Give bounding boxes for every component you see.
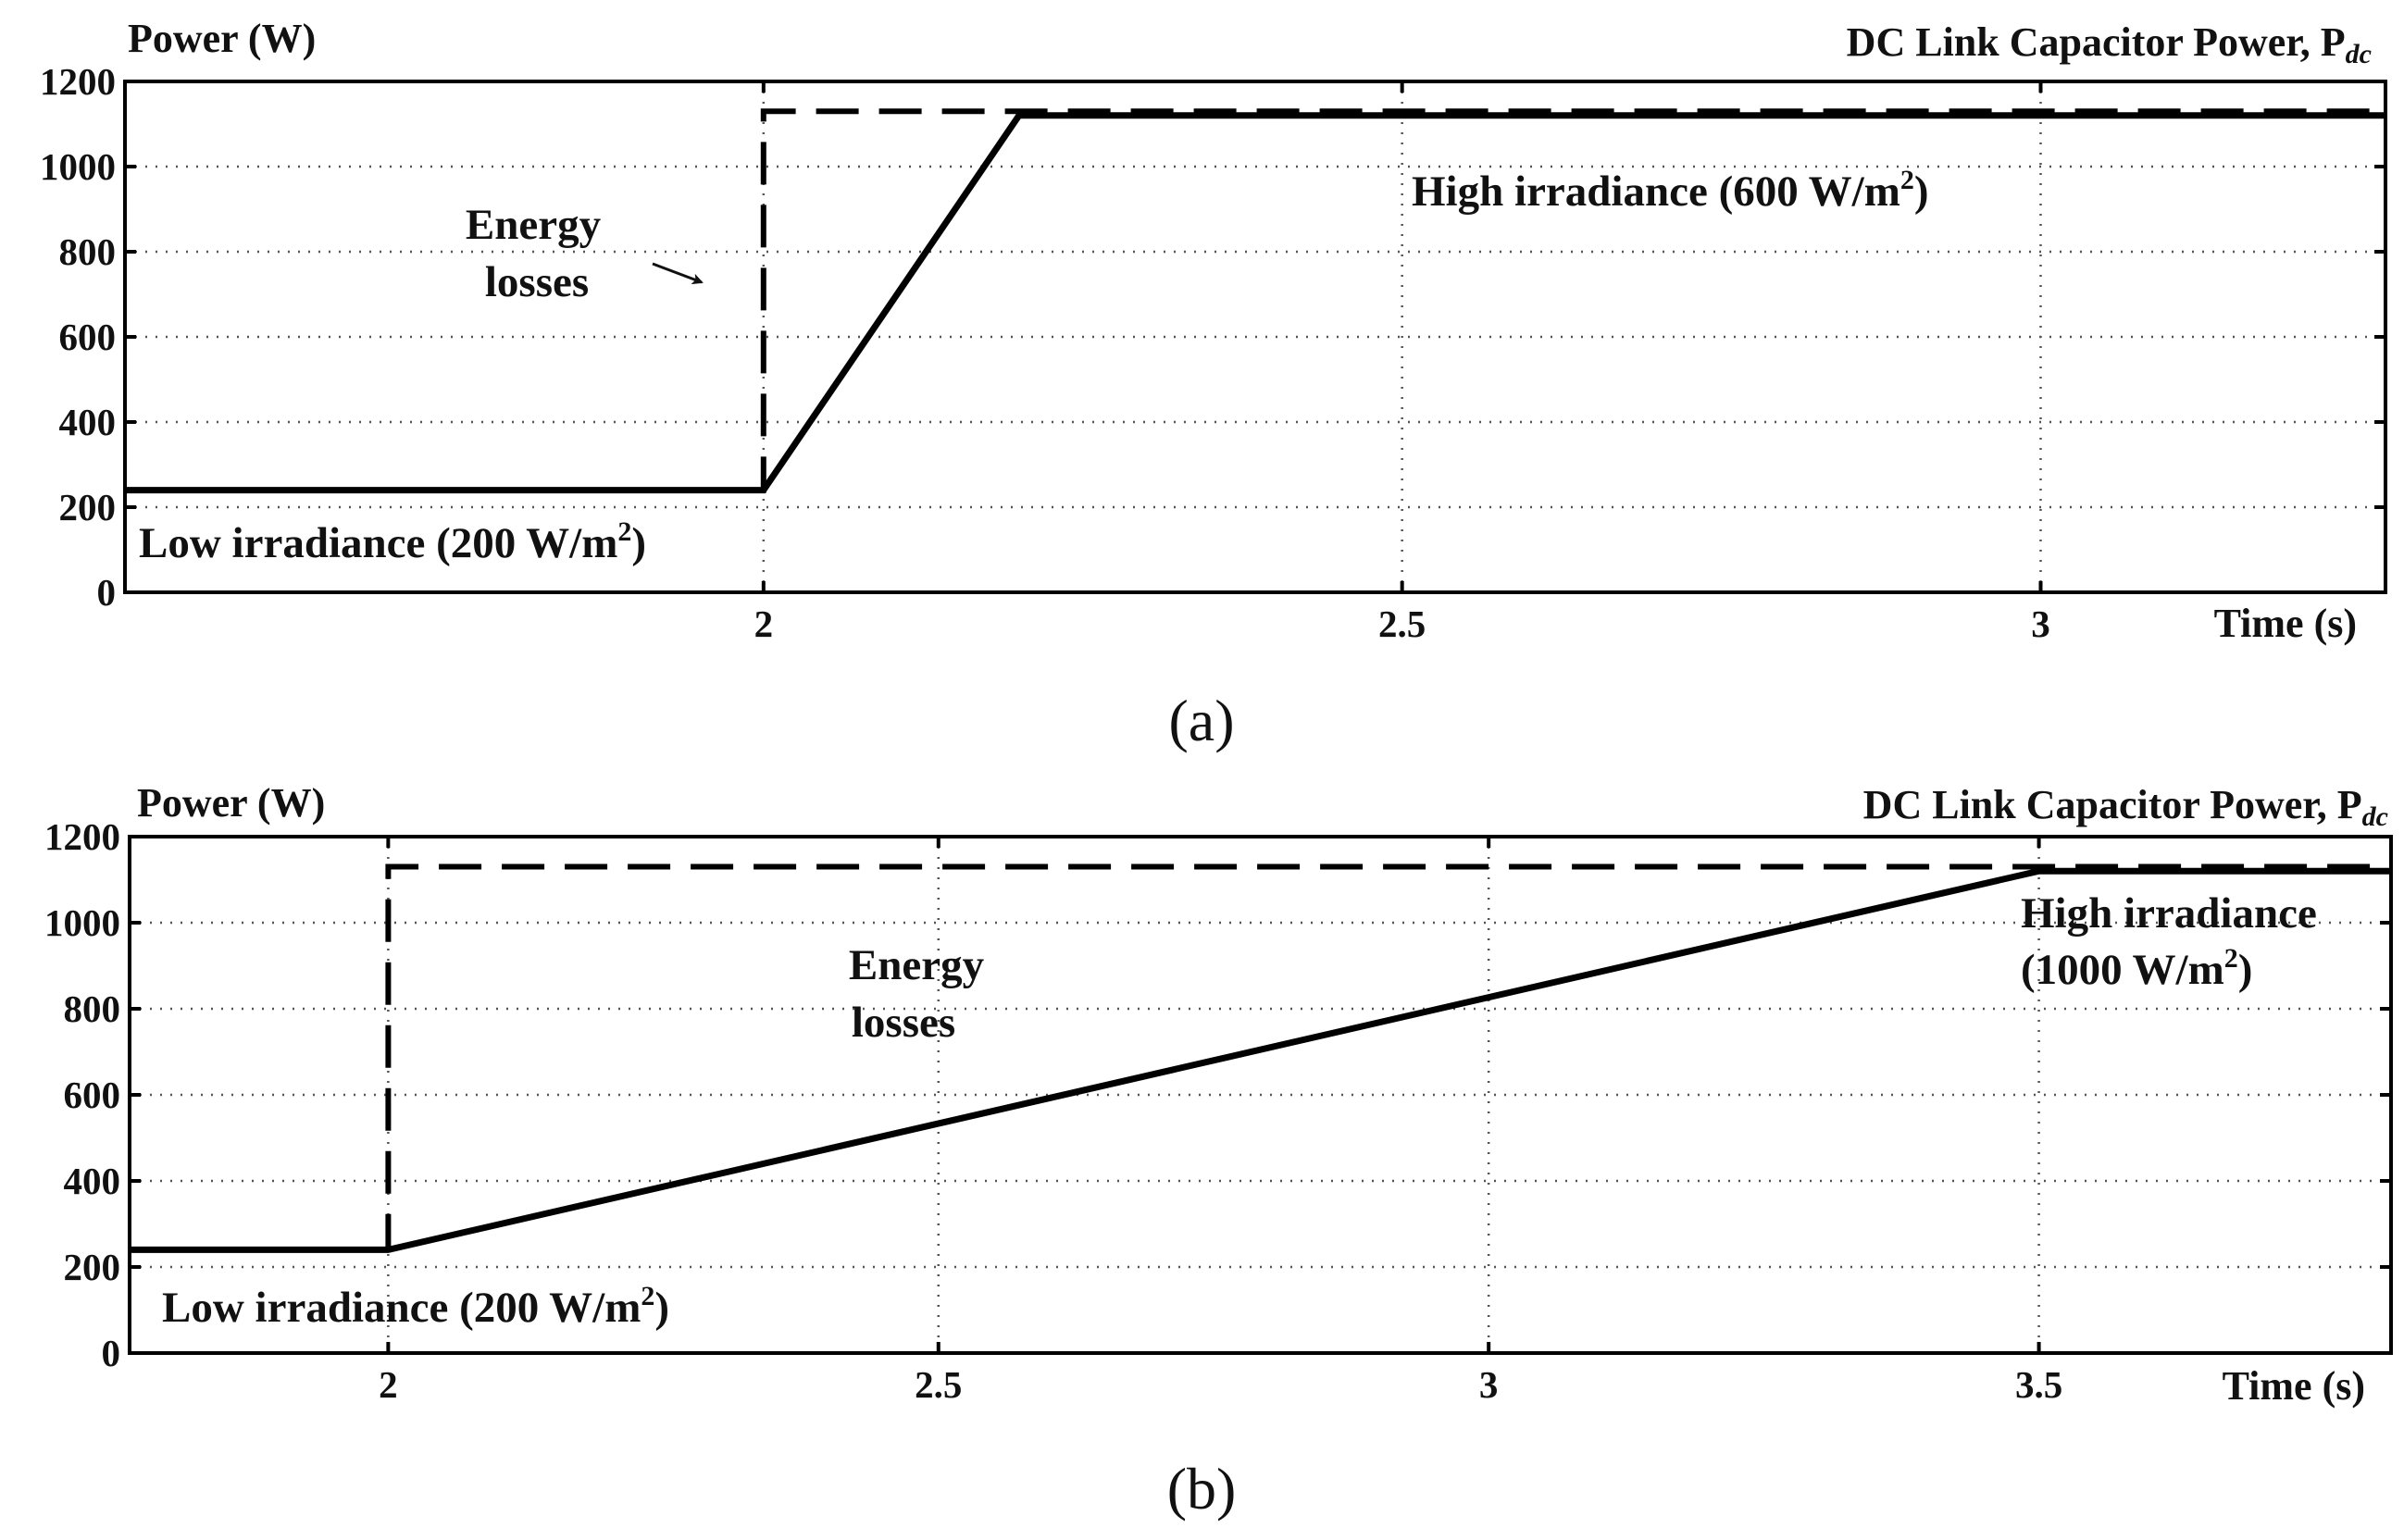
grid-lines <box>130 837 2391 1353</box>
actual-power-line <box>125 112 2385 494</box>
energy-losses-label-line2: losses <box>485 258 589 306</box>
y-axis-label: Power (W) <box>137 780 325 826</box>
y-tick-label: 400 <box>64 1160 121 1202</box>
high-irradiance-close: ) <box>2238 946 2253 994</box>
high-irradiance-text: High irradiance (600 W/m <box>1412 168 1900 216</box>
y-tick-label: 1200 <box>40 60 116 103</box>
energy-losses-label-line1: Energy <box>466 201 602 249</box>
y-tick-label: 800 <box>64 987 121 1030</box>
energy-losses-arrow <box>652 262 704 285</box>
chart-panel-a: Power (W) DC Link Capacitor Power, Pdc T… <box>40 16 2387 646</box>
chart-title: DC Link Capacitor Power, Pdc <box>1863 782 2388 832</box>
energy-losses-label-line1: Energy <box>849 941 985 989</box>
low-irradiance-label: Low irradiance (200 W/m2) <box>139 516 646 567</box>
y-axis-label: Power (W) <box>128 16 316 61</box>
low-irradiance-close: ) <box>654 1284 669 1332</box>
low-irradiance-sup: 2 <box>641 1281 654 1311</box>
high-irradiance-label-line1: High irradiance <box>2021 889 2317 938</box>
x-tick-label: 2 <box>379 1363 398 1406</box>
y-tick-label: 200 <box>64 1246 121 1288</box>
chart-panel-b: Power (W) DC Link Capacitor Power, Pdc T… <box>44 780 2393 1409</box>
y-tick-label: 1000 <box>40 145 116 188</box>
y-tick-label: 0 <box>102 1332 121 1374</box>
low-irradiance-text: Low irradiance (200 W/m <box>139 519 617 567</box>
low-irradiance-label: Low irradiance (200 W/m2) <box>162 1281 669 1332</box>
y-tick-label: 800 <box>59 230 117 273</box>
low-irradiance-close: ) <box>631 519 646 567</box>
y-tick-label: 200 <box>59 486 117 528</box>
y-tick-label: 0 <box>97 571 117 614</box>
chart-title-subscript: dc <box>2346 39 2372 69</box>
chart-title: DC Link Capacitor Power, Pdc <box>1847 19 2372 69</box>
panel-a-caption: (a) <box>1168 688 1234 753</box>
tick-marks <box>125 80 2385 594</box>
panel-b-caption: (b) <box>1167 1456 1237 1521</box>
series-group <box>125 108 2385 494</box>
y-tick-label: 600 <box>64 1074 121 1116</box>
high-irradiance-label: High irradiance (600 W/m2) <box>1412 165 1929 216</box>
energy-losses-label-line2: losses <box>852 999 955 1047</box>
x-axis-label: Time (s) <box>2214 601 2357 646</box>
y-tick-label: 1200 <box>44 815 120 858</box>
high-irradiance-close: ) <box>1914 168 1929 216</box>
series-group <box>130 863 2391 1253</box>
low-irradiance-sup: 2 <box>617 516 631 547</box>
y-tick-label: 400 <box>59 401 117 443</box>
x-tick-label: 3.5 <box>2015 1363 2062 1406</box>
high-irradiance-label-line2: (1000 W/m2) <box>2021 943 2252 994</box>
x-tick-label: 2.5 <box>1378 602 1426 645</box>
y-tick-label: 1000 <box>44 901 120 944</box>
grid-lines <box>125 81 2385 592</box>
y-tick-label: 600 <box>59 316 117 358</box>
low-irradiance-text: Low irradiance (200 W/m <box>162 1284 641 1332</box>
x-tick-label: 3 <box>1479 1363 1499 1406</box>
x-tick-label: 2.5 <box>915 1363 962 1406</box>
chart-title-subscript: dc <box>2362 801 2388 832</box>
ideal-power-dashed-line <box>125 108 2385 493</box>
high-irradiance-sup: 2 <box>2224 943 2238 974</box>
x-axis-label: Time (s) <box>2223 1363 2365 1409</box>
high-irradiance-sup: 2 <box>1900 165 1914 195</box>
actual-power-line <box>130 867 2391 1253</box>
x-tick-label: 3 <box>2031 602 2050 645</box>
x-tick-label: 2 <box>754 602 774 645</box>
tick-marks <box>130 835 2391 1355</box>
high-irradiance-text: (1000 W/m <box>2021 946 2224 994</box>
chart-title-text: DC Link Capacitor Power, P <box>1847 19 2346 65</box>
chart-title-text: DC Link Capacitor Power, P <box>1863 782 2362 827</box>
